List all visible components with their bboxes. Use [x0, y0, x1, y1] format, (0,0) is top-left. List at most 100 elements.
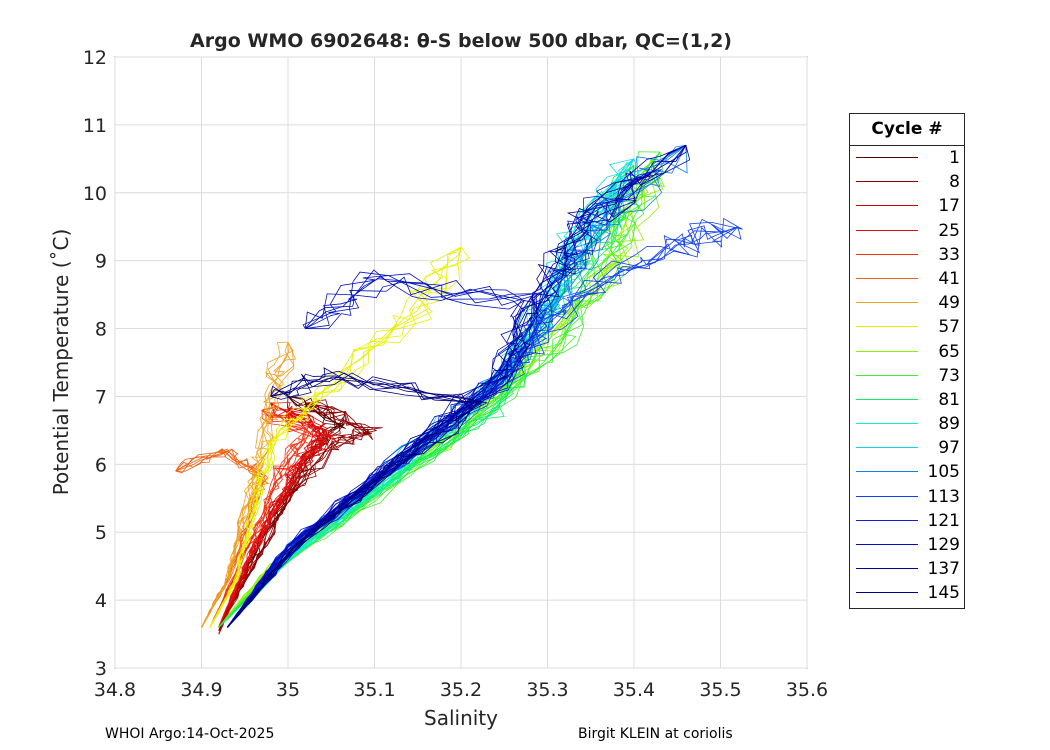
legend-label: 105 — [927, 462, 960, 483]
series-line-cycle-137 — [227, 145, 687, 628]
legend-label: 41 — [938, 268, 960, 289]
series-line-cycle-25 — [218, 402, 335, 628]
legend-swatch — [856, 181, 918, 183]
x-tick-label: 34.9 — [180, 679, 222, 701]
y-tick-label: 8 — [95, 319, 107, 341]
y-tick-label: 4 — [95, 590, 107, 612]
legend-item: 49 — [850, 291, 964, 315]
legend-item: 121 — [850, 509, 964, 533]
series-line-cycle-81 — [218, 165, 635, 628]
chart-title: Argo WMO 6902648: θ-S below 500 dbar, QC… — [190, 30, 732, 52]
legend-swatch — [856, 302, 918, 304]
x-tick-label: 35.4 — [613, 679, 655, 701]
legend-title: Cycle # — [850, 114, 964, 146]
series-line-cycle-49 — [201, 342, 295, 628]
legend-swatch — [856, 519, 918, 521]
legend-label: 25 — [938, 220, 960, 241]
series-line-cycle-17 — [218, 409, 325, 635]
series-line-cycle-145 — [227, 370, 473, 628]
y-tick-label: 5 — [95, 522, 107, 544]
legend-label: 17 — [938, 196, 960, 217]
y-tick-label: 7 — [95, 386, 107, 408]
y-tick-label: 3 — [95, 658, 107, 680]
legend-swatch — [856, 568, 918, 570]
series-line-cycle-145 — [227, 373, 481, 628]
series-line-cycle-129 — [227, 271, 534, 628]
y-tick-label: 6 — [95, 454, 107, 476]
legend-item: 105 — [850, 460, 964, 484]
legend-label: 65 — [938, 341, 960, 362]
legend-item: 81 — [850, 388, 964, 412]
legend-swatch — [856, 447, 918, 449]
legend-label: 145 — [927, 583, 960, 604]
legend-item: 97 — [850, 436, 964, 460]
legend-label: 73 — [938, 365, 960, 386]
legend-swatch — [856, 544, 918, 545]
legend-item: 65 — [850, 340, 964, 364]
series-line-cycle-145 — [226, 367, 488, 628]
legend-swatch — [856, 592, 918, 594]
y-tick-label: 11 — [83, 115, 107, 137]
legend-label: 97 — [938, 438, 960, 459]
legend-label: 121 — [927, 510, 960, 531]
legend-swatch — [856, 495, 918, 497]
legend-item: 41 — [850, 267, 964, 291]
series-line-cycle-113 — [227, 225, 738, 628]
legend-swatch — [856, 277, 918, 279]
y-axis-label: Potential Temperature (˚C) — [49, 229, 73, 496]
legend-swatch — [856, 423, 918, 425]
legend-item: 17 — [850, 194, 964, 218]
legend-swatch — [856, 229, 918, 231]
x-tick-label: 35.1 — [353, 679, 395, 701]
series-line-cycle-137 — [227, 144, 687, 628]
x-tick-label: 34.8 — [94, 679, 136, 701]
legend-label: 33 — [938, 244, 960, 265]
legend-label: 8 — [949, 172, 960, 193]
legend-swatch — [856, 253, 918, 255]
legend-item: 89 — [850, 412, 964, 436]
legend-item: 113 — [850, 485, 964, 509]
legend-label: 49 — [938, 293, 960, 314]
series-line-cycle-8 — [218, 399, 373, 628]
legend-item: 33 — [850, 243, 964, 267]
legend-label: 57 — [938, 317, 960, 338]
footer-left: WHOI Argo:14-Oct-2025 — [105, 726, 275, 742]
legend-label: 81 — [938, 389, 960, 410]
x-tick-label: 35.5 — [699, 679, 741, 701]
x-axis-label: Salinity — [424, 706, 498, 730]
series-line-cycle-33 — [209, 406, 306, 628]
footer-right: Birgit KLEIN at coriolis — [578, 726, 733, 742]
series-line-cycle-145 — [227, 372, 473, 628]
legend-item: 57 — [850, 315, 964, 339]
legend: Cycle # 1 8 17 25 33 41 49 57 65 73 81 89 97 105 113 12… — [849, 113, 965, 609]
legend-swatch — [856, 326, 918, 328]
series-line-cycle-49 — [200, 341, 294, 628]
legend-item: 1 — [850, 146, 964, 170]
legend-item: 73 — [850, 364, 964, 388]
series-line-cycle-25 — [218, 402, 338, 628]
series-line-cycle-33 — [209, 409, 314, 628]
legend-item: 145 — [850, 581, 964, 605]
legend-swatch — [856, 350, 918, 352]
series-line-cycle-129 — [227, 276, 542, 628]
legend-label: 113 — [927, 486, 960, 507]
x-tick-label: 35.3 — [526, 679, 568, 701]
x-tick-label: 35.6 — [786, 679, 828, 701]
legend-swatch — [856, 471, 918, 473]
series-line-cycle-57 — [209, 246, 462, 628]
legend-label: 89 — [938, 414, 960, 435]
legend-item: 129 — [850, 533, 964, 557]
legend-swatch — [856, 374, 918, 376]
legend-swatch — [856, 157, 918, 158]
x-tick-label: 35 — [276, 679, 300, 701]
legend-item: 8 — [850, 170, 964, 194]
series-line-cycle-33 — [209, 410, 312, 628]
x-tick-label: 35.2 — [440, 679, 482, 701]
series-line-cycle-8 — [218, 402, 373, 628]
series-line-cycle-17 — [218, 409, 322, 635]
y-tick-label: 10 — [83, 183, 107, 205]
y-tick-label: 9 — [95, 251, 107, 273]
series-line-cycle-65 — [218, 158, 652, 628]
